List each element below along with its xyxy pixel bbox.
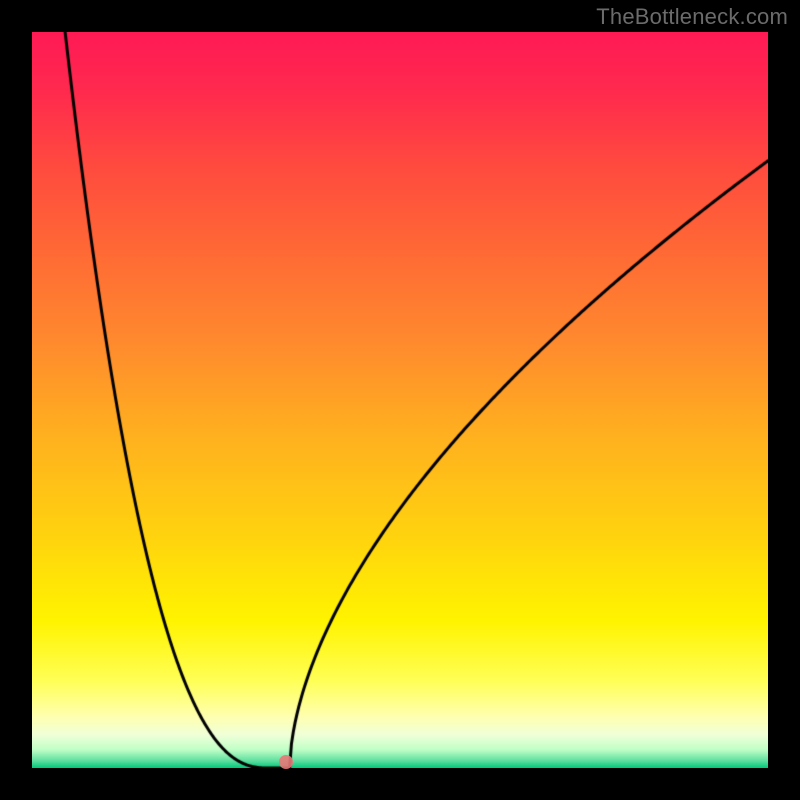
- chart-curve-line: [32, 32, 768, 768]
- chart-plot-area: [32, 32, 768, 768]
- chart-notch-marker: [279, 755, 293, 769]
- watermark-text: TheBottleneck.com: [596, 4, 788, 30]
